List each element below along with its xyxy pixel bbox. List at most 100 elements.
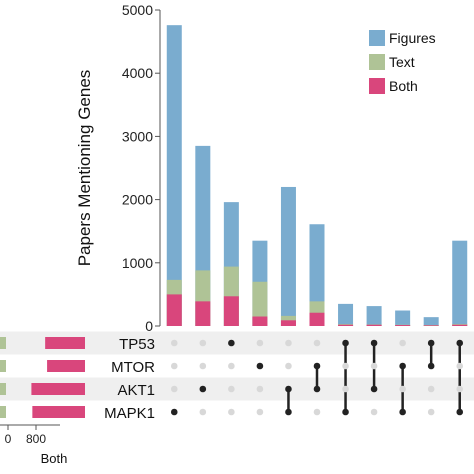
bar-both xyxy=(252,316,268,326)
set-name-label: AKT1 xyxy=(117,382,155,399)
bar-figures xyxy=(366,306,382,326)
matrix-dot-inactive xyxy=(399,385,406,393)
matrix-dot-inactive xyxy=(456,385,464,393)
bar-figures xyxy=(338,303,354,326)
legend-swatch xyxy=(369,54,385,70)
matrix-row-band xyxy=(0,331,474,355)
matrix-dot-inactive xyxy=(342,362,349,370)
set-name-label: MAPK1 xyxy=(104,405,155,422)
matrix-dot-active xyxy=(285,408,292,416)
set-size-label: Both xyxy=(41,451,68,466)
legend-swatch xyxy=(369,30,385,46)
y-tick-label: 5000 xyxy=(122,2,153,18)
matrix-row-bands xyxy=(0,331,474,401)
matrix-dot-inactive xyxy=(370,362,378,370)
matrix-dot-inactive xyxy=(285,362,292,370)
y-tick-label: 2000 xyxy=(122,192,153,208)
matrix-dot-inactive xyxy=(256,385,264,393)
set-size-bar-both xyxy=(47,360,85,372)
set-size-bar-both xyxy=(45,337,85,349)
bar-both xyxy=(395,325,411,326)
matrix-dot-inactive xyxy=(256,339,264,347)
matrix-dot-inactive xyxy=(427,408,435,416)
bar-both xyxy=(452,324,468,326)
matrix-dot-inactive xyxy=(228,362,235,370)
matrix-dot-inactive xyxy=(342,385,349,393)
matrix-dot-inactive xyxy=(399,339,406,347)
bar-figures xyxy=(309,224,325,326)
set-size-bar-text xyxy=(0,406,6,418)
y-tick-label: 1000 xyxy=(122,255,153,271)
matrix-dot-active xyxy=(427,339,435,347)
set-size-bar-both xyxy=(31,383,85,395)
matrix-dot-inactive xyxy=(370,408,378,416)
matrix-dot-inactive xyxy=(228,385,235,393)
bar-figures xyxy=(423,317,439,326)
matrix-dot-inactive xyxy=(228,408,235,416)
matrix-dot-inactive xyxy=(199,408,207,416)
set-name-label: TP53 xyxy=(119,336,155,353)
matrix-dot-active xyxy=(399,362,406,370)
matrix-dot-inactive xyxy=(427,385,435,393)
legend-label: Both xyxy=(389,78,418,94)
y-tick-label: 3000 xyxy=(122,128,153,144)
matrix-dot-active xyxy=(342,339,349,347)
matrix-dot-active xyxy=(256,362,264,370)
bar-figures xyxy=(452,240,468,326)
bar-both xyxy=(423,325,439,326)
matrix-dot-active xyxy=(199,385,207,393)
matrix-dot-active xyxy=(313,385,321,393)
bar-text xyxy=(252,281,268,326)
matrix-dot-active xyxy=(170,408,178,416)
y-tick-label: 0 xyxy=(145,318,153,334)
matrix-dot-inactive xyxy=(313,339,321,347)
bar-both xyxy=(166,294,182,326)
bar-both xyxy=(309,312,325,326)
matrix-dot-active xyxy=(228,339,235,347)
set-size-bar-text xyxy=(0,383,6,395)
set-size-bar-text xyxy=(0,360,6,372)
matrix-dot-inactive xyxy=(170,339,178,347)
matrix-dot-active xyxy=(313,362,321,370)
matrix-dot-inactive xyxy=(199,339,207,347)
intersection-matrix: TP53 MTOR AKT1 MAPK1 xyxy=(104,336,464,422)
matrix-dot-active xyxy=(456,408,464,416)
matrix-dot-active xyxy=(285,385,292,393)
matrix-dot-inactive xyxy=(170,362,178,370)
matrix-dot-inactive xyxy=(199,362,207,370)
bar-both xyxy=(223,296,239,326)
matrix-dot-active xyxy=(427,362,435,370)
legend-swatch xyxy=(369,78,385,94)
bar-both xyxy=(195,301,211,326)
bar-figures xyxy=(395,310,411,326)
bar-figures xyxy=(280,186,296,326)
legend-label: Figures xyxy=(389,30,436,46)
matrix-dot-inactive xyxy=(285,339,292,347)
y-axis-label: Papers Mentioning Genes xyxy=(75,70,94,267)
legend: Figures Text Both xyxy=(369,30,436,94)
bar-both xyxy=(338,324,354,326)
set-name-label: MTOR xyxy=(111,359,155,376)
set-size-tick-label: 800 xyxy=(26,432,46,446)
matrix-dot-active xyxy=(399,408,406,416)
matrix-dot-inactive xyxy=(456,362,464,370)
set-size-panel: 0 800 xyxy=(0,337,85,446)
matrix-dot-inactive xyxy=(170,385,178,393)
bar-group xyxy=(166,25,468,326)
set-size-bar-text xyxy=(0,337,6,349)
legend-label: Text xyxy=(389,54,415,70)
axis-group: 0 1000 2000 3000 4000 5000 xyxy=(122,2,161,334)
y-tick-label: 4000 xyxy=(122,65,153,81)
matrix-dot-active xyxy=(456,339,464,347)
set-size-tick-label: 0 xyxy=(5,432,12,446)
matrix-dot-inactive xyxy=(313,408,321,416)
matrix-row-band xyxy=(0,377,474,401)
matrix-dot-inactive xyxy=(256,408,264,416)
matrix-dot-active xyxy=(370,385,378,393)
bar-figures xyxy=(166,25,182,326)
bar-both xyxy=(280,320,296,326)
set-size-bar-both xyxy=(32,406,85,418)
matrix-dot-active xyxy=(342,408,349,416)
matrix-dot-active xyxy=(370,339,378,347)
